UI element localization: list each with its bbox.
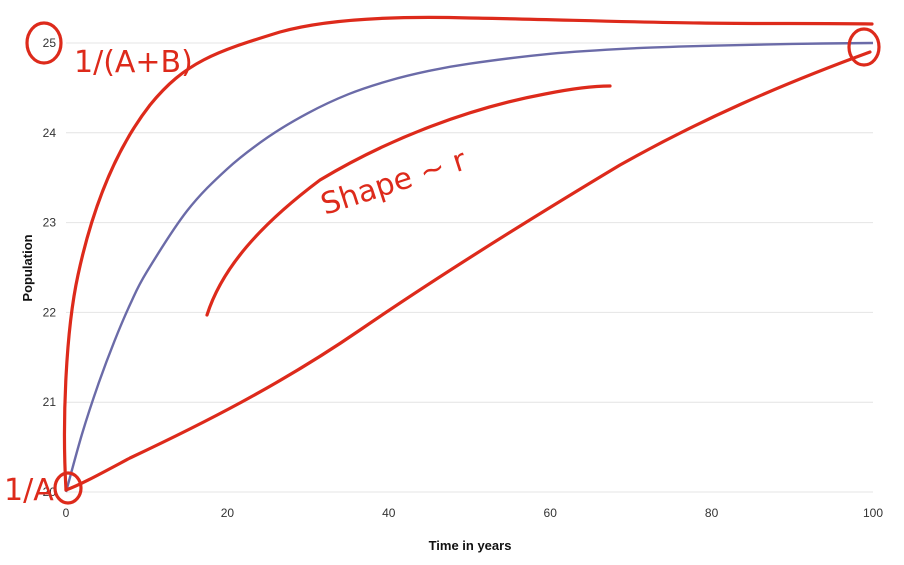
chart-grid [66, 42, 873, 493]
annotation-upper-curve [62, 15, 874, 492]
x-tick-label: 0 [63, 506, 70, 520]
annotation-label-top: 1/(A+B) [74, 45, 193, 80]
x-tick-label: 60 [544, 506, 558, 520]
y-tick-label: 20 [43, 485, 57, 499]
y-axis-title: Population [20, 234, 35, 301]
series-layer [64, 41, 874, 493]
x-axis-ticks: 0 20 40 60 80 100 [63, 506, 884, 520]
y-tick-label: 24 [43, 126, 57, 140]
y-tick-label: 23 [43, 216, 57, 230]
x-tick-label: 100 [863, 506, 883, 520]
annotation-circle-end [847, 27, 881, 67]
annotation-label-shape: Shape ~ r [317, 143, 472, 223]
annotation-circle-top [25, 21, 63, 65]
x-tick-label: 40 [382, 506, 396, 520]
x-axis-title: Time in years [429, 538, 512, 553]
y-tick-label: 25 [43, 36, 57, 50]
y-axis-ticks: 20 21 22 23 24 25 [43, 36, 57, 499]
y-tick-label: 22 [43, 305, 57, 319]
x-tick-label: 80 [705, 506, 719, 520]
x-tick-label: 20 [221, 506, 235, 520]
annotation-circle-origin [53, 471, 83, 505]
handwritten-annotations: 1/(A+B) 1/A Shape ~ r [4, 15, 881, 508]
annotation-middle-curve [205, 84, 612, 317]
y-tick-label: 21 [43, 395, 57, 409]
annotation-lower-curve [64, 50, 872, 492]
annotation-label-bottom: 1/A [4, 473, 54, 508]
series-line [64, 41, 874, 493]
